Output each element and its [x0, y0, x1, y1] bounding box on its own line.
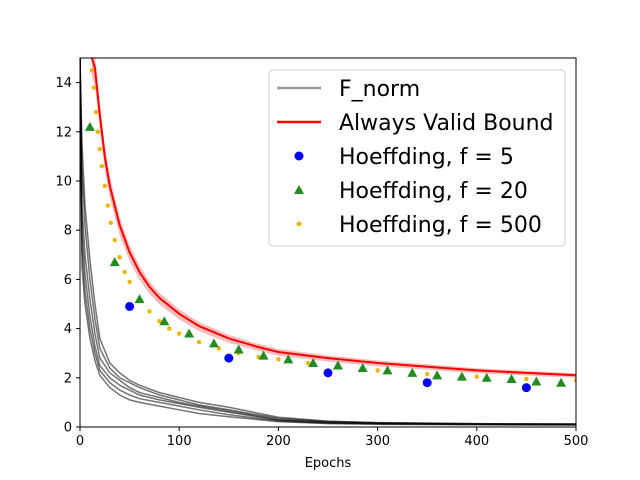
f20-point — [506, 374, 517, 384]
f500-point — [105, 203, 110, 208]
f5-point — [422, 378, 432, 388]
f500-point — [93, 109, 99, 115]
legend-label: F_norm — [339, 77, 420, 102]
f500-point — [147, 309, 152, 314]
f20-point — [283, 354, 294, 364]
f20-point — [233, 344, 244, 354]
y-tick-label: 14 — [55, 76, 72, 91]
x-axis-label: Epochs — [305, 456, 352, 471]
f500-point — [573, 378, 576, 383]
axes: 0 100 200 300 400 500 0 2 4 6 8 10 12 14 — [55, 57, 589, 449]
f20-point — [556, 377, 567, 387]
x-tick-label: 200 — [266, 434, 291, 449]
f-norm-line-5 — [80, 58, 576, 426]
f20-point — [531, 376, 542, 386]
x-tick-label: 500 — [564, 434, 589, 449]
f20-point — [134, 294, 145, 304]
f5-point — [323, 368, 333, 378]
f20-point — [159, 316, 170, 326]
f20-point — [332, 360, 343, 370]
f500-point — [425, 371, 430, 377]
legend-swatch-f5 — [294, 151, 304, 161]
f5-point — [224, 353, 234, 363]
f500-point — [157, 319, 162, 324]
f500-point — [97, 146, 103, 152]
f500-point — [99, 164, 105, 169]
legend-label: Hoeffding, f = 5 — [339, 145, 514, 170]
f500-point — [196, 339, 202, 345]
plot-area — [80, 58, 576, 426]
legend-box — [268, 69, 566, 247]
legend: F_norm Always Valid Bound Hoeffding, f = 5… — [268, 69, 566, 247]
f20-point — [84, 121, 95, 131]
f20-point — [357, 362, 368, 372]
f20-point — [184, 328, 195, 338]
f20-point — [258, 350, 269, 360]
f20-point — [208, 338, 219, 348]
f20-point — [382, 365, 393, 375]
x-tick-label: 300 — [365, 434, 390, 449]
y-tick-label: 10 — [55, 175, 72, 190]
legend-swatch-f20 — [294, 185, 304, 194]
f20-point — [308, 358, 319, 368]
f500-point — [122, 269, 127, 275]
legend-label: Hoeffding, f = 500 — [339, 213, 542, 238]
legend-label: Always Valid Bound — [339, 111, 554, 136]
f5-point — [521, 383, 531, 393]
f500-point — [89, 68, 95, 73]
x-tick-label: 0 — [76, 434, 84, 449]
f20-point — [481, 372, 492, 382]
f5-point — [125, 301, 135, 311]
y-tick-label: 2 — [64, 371, 72, 386]
f500-point — [305, 360, 311, 366]
y-tick-label: 12 — [55, 125, 72, 140]
f20-point — [407, 367, 418, 377]
legend-label: Hoeffding, f = 20 — [339, 179, 528, 204]
f500-point — [167, 326, 172, 331]
y-tick-label: 4 — [64, 322, 72, 337]
f500-point — [474, 374, 479, 379]
f500-point — [127, 279, 132, 285]
f500-point — [117, 255, 122, 260]
f500-point — [108, 220, 113, 226]
f500-point — [95, 129, 101, 134]
f500-point — [375, 368, 380, 373]
f500-point — [276, 357, 281, 362]
f20-point — [109, 257, 120, 267]
f500-point — [524, 376, 529, 382]
f500-point — [102, 183, 108, 189]
x-tick-label: 100 — [167, 434, 192, 449]
f500-point — [91, 85, 97, 90]
y-tick-label: 8 — [64, 224, 72, 239]
f-norm-line-6 — [80, 58, 576, 425]
f500-point — [112, 237, 117, 243]
f500-point — [177, 331, 182, 336]
legend-swatch-f500 — [296, 221, 302, 227]
plot-frame — [79, 57, 577, 428]
y-tick-label: 0 — [64, 421, 72, 436]
always-valid-bound-line — [90, 58, 576, 377]
x-tick-label: 400 — [464, 434, 489, 449]
f20-point — [456, 371, 467, 381]
f20-point — [432, 370, 443, 380]
y-tick-label: 6 — [64, 273, 72, 288]
